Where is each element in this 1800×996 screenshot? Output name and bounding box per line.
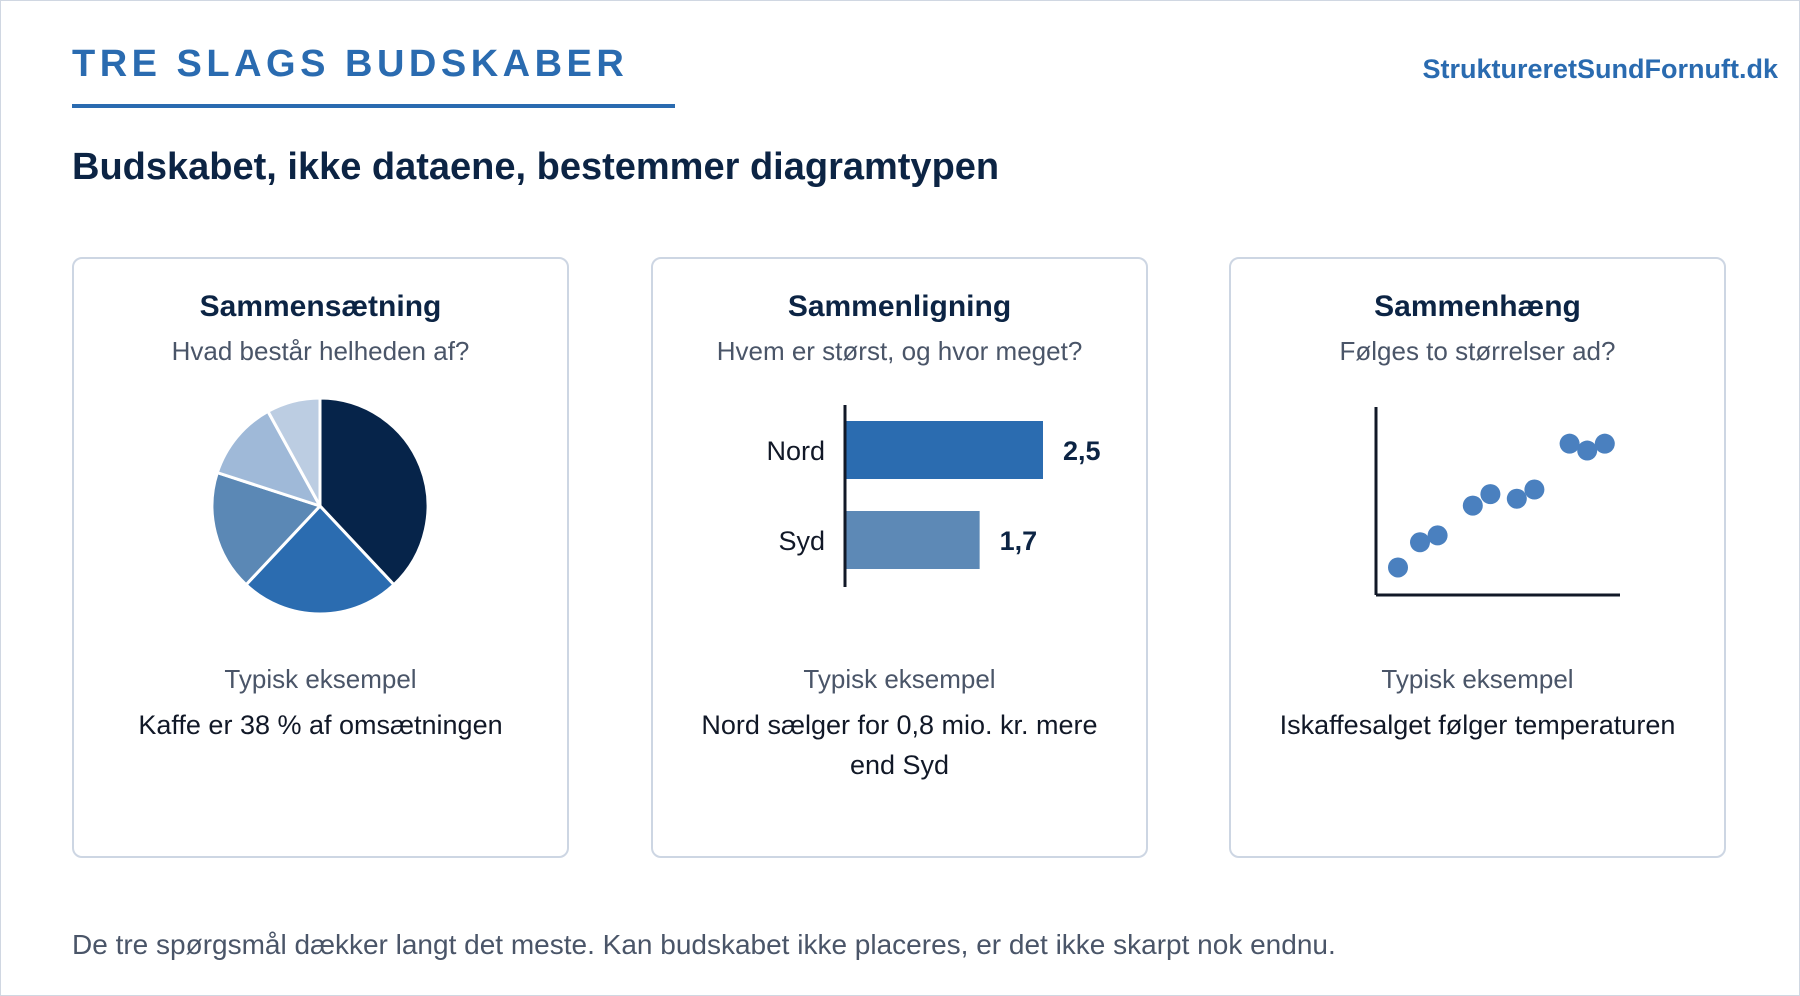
scatter-point-5 bbox=[1480, 484, 1501, 505]
card-comparison: Sammenligning Hvem er størst, og hvor me… bbox=[651, 257, 1148, 858]
card-relationship: Sammenhæng Følges to størrelser ad? Typi… bbox=[1229, 257, 1726, 858]
footer-note: De tre spørgsmål dækker langt det meste.… bbox=[72, 929, 1336, 960]
scatter-chart bbox=[1374, 407, 1620, 597]
scatter-point-7 bbox=[1524, 479, 1545, 500]
card-title: Sammensætning bbox=[199, 290, 442, 323]
bar-value-label: 1,7 bbox=[1000, 526, 1038, 556]
brand-name: StruktureretSundFornuft.dk bbox=[1422, 54, 1779, 84]
example-text: Iskaffesalget følger temperaturen bbox=[1279, 710, 1676, 740]
example-label: Typisk eksempel bbox=[1381, 664, 1574, 694]
bar-value-label: 2,5 bbox=[1063, 436, 1101, 466]
card-question: Hvem er størst, og hvor meget? bbox=[716, 336, 1083, 366]
card-title: Sammenhæng bbox=[1374, 290, 1581, 323]
example-text: Kaffe er 38 % af omsætningen bbox=[138, 710, 503, 740]
scatter-point-6 bbox=[1506, 488, 1527, 509]
card-composition: Sammensætning Hvad består helheden af? T… bbox=[72, 257, 569, 858]
bar-category-label: Syd bbox=[778, 526, 825, 556]
card-question: Følges to størrelser ad? bbox=[1339, 336, 1616, 366]
example-text: Nord sælger for 0,8 mio. kr. mere end Sy… bbox=[701, 710, 1098, 780]
scatter-point-2 bbox=[1410, 532, 1430, 553]
bar-nord bbox=[845, 421, 1043, 479]
pie-slice-2 bbox=[244, 504, 396, 616]
card-question: Hvad består helheden af? bbox=[171, 336, 470, 366]
scatter-point-8 bbox=[1559, 433, 1580, 454]
pie-slice-1 bbox=[318, 399, 430, 587]
pie-slice-4 bbox=[215, 409, 322, 508]
page-title: Budskabet, ikke dataene, bestemmer diagr… bbox=[72, 146, 1000, 188]
scatter-point-3 bbox=[1427, 525, 1448, 546]
bar-chart: Nord 2,5 Syd 1,7 bbox=[766, 405, 1101, 587]
pie-slice-5 bbox=[266, 399, 322, 508]
example-label: Typisk eksempel bbox=[803, 664, 996, 694]
scatter-point-4 bbox=[1462, 495, 1483, 516]
bar-syd bbox=[845, 511, 980, 569]
pie-slice-3 bbox=[210, 471, 322, 587]
scatter-point-9 bbox=[1577, 440, 1598, 461]
card-title: Sammenligning bbox=[787, 290, 1012, 323]
scatter-point-1 bbox=[1388, 557, 1408, 578]
example-label: Typisk eksempel bbox=[224, 664, 417, 694]
bar-category-label: Nord bbox=[766, 436, 825, 466]
kicker-underline bbox=[72, 104, 675, 108]
pie-chart bbox=[210, 399, 430, 616]
section-kicker: TRE SLAGS BUDSKABER bbox=[72, 43, 629, 85]
scatter-point-10 bbox=[1594, 433, 1615, 454]
